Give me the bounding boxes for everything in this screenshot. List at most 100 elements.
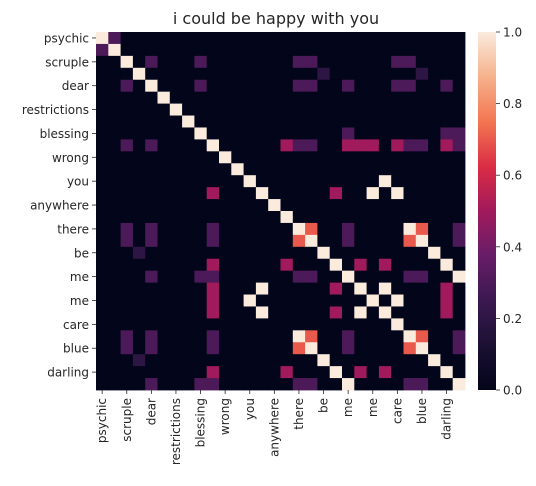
heatmap-cell	[415, 67, 429, 81]
heatmap-cell	[354, 354, 367, 367]
heatmap-cell	[342, 187, 355, 200]
heatmap-cell	[219, 115, 232, 128]
heatmap-cell	[120, 306, 134, 319]
heatmap-cell	[145, 67, 158, 81]
heatmap-cell	[329, 163, 343, 176]
heatmap-cell	[366, 55, 380, 69]
heatmap-cell	[342, 294, 355, 307]
heatmap-cell	[194, 306, 208, 319]
heatmap-cell	[415, 199, 429, 212]
heatmap-cell	[428, 366, 441, 379]
heatmap-cell	[108, 151, 121, 164]
heatmap-cell	[292, 378, 306, 391]
heatmap-cell	[292, 199, 306, 212]
heatmap-cell	[255, 366, 269, 379]
heatmap-cell	[206, 258, 220, 272]
heatmap-cell	[366, 318, 380, 331]
heatmap-cell	[415, 151, 429, 164]
heatmap-cell	[132, 127, 146, 140]
heatmap-cell	[268, 258, 281, 272]
heatmap-cell	[280, 91, 294, 104]
heatmap-cell	[440, 342, 454, 355]
heatmap-cell	[182, 246, 195, 260]
heatmap-cell	[415, 282, 429, 295]
heatmap-cell	[317, 258, 331, 272]
heatmap-cell	[403, 43, 417, 57]
heatmap-cell	[96, 175, 109, 188]
heatmap-cell	[317, 199, 331, 212]
heatmap-cell	[255, 342, 269, 355]
heatmap-cell	[366, 234, 380, 248]
heatmap-cell	[317, 330, 331, 343]
heatmap-cell	[182, 366, 195, 379]
heatmap-cell	[243, 175, 257, 188]
heatmap-cell	[391, 103, 404, 116]
heatmap-cell	[243, 282, 257, 295]
heatmap-cell	[440, 282, 454, 295]
heatmap-cell	[366, 127, 380, 140]
heatmap-cell	[157, 67, 171, 81]
heatmap-cell	[182, 294, 195, 307]
heatmap-cell	[120, 139, 134, 152]
heatmap-cell	[428, 163, 441, 176]
heatmap-cell	[329, 342, 343, 355]
x-tick-label: psychic	[95, 398, 109, 443]
heatmap-cell	[132, 163, 146, 176]
heatmap-cell	[391, 378, 404, 391]
heatmap-cell	[452, 103, 466, 116]
heatmap-cell	[108, 366, 121, 379]
heatmap-cell	[292, 91, 306, 104]
heatmap-cell	[329, 294, 343, 307]
heatmap-cell	[169, 211, 183, 224]
heatmap-cell	[108, 258, 121, 272]
heatmap-cell	[194, 282, 208, 295]
heatmap-cell	[255, 270, 269, 283]
heatmap-cell	[305, 55, 318, 69]
heatmap-cell	[378, 234, 392, 248]
heatmap-cell	[206, 234, 220, 248]
y-tick-label: care	[63, 318, 89, 332]
heatmap-cell	[231, 32, 244, 45]
heatmap-cell	[132, 43, 146, 57]
heatmap-cell	[182, 32, 195, 45]
heatmap-cell	[391, 115, 404, 128]
heatmap-cell	[255, 378, 269, 391]
heatmap-cell	[182, 139, 195, 152]
heatmap-cell	[219, 79, 232, 93]
heatmap-cell	[169, 103, 183, 116]
heatmap-cell	[206, 67, 220, 81]
heatmap-cell	[255, 55, 269, 69]
heatmap-cell	[96, 294, 109, 307]
heatmap-cell	[354, 270, 367, 283]
colorbar-tick-label: 0.0	[503, 384, 522, 398]
heatmap-cell	[440, 79, 454, 93]
heatmap-cell	[255, 187, 269, 200]
heatmap-cell	[452, 258, 466, 272]
heatmap-cell	[108, 246, 121, 260]
heatmap-cell	[452, 199, 466, 212]
heatmap-cell	[231, 175, 244, 188]
heatmap-cell	[391, 342, 404, 355]
heatmap-cell	[255, 306, 269, 319]
heatmap-cell	[169, 187, 183, 200]
heatmap-cell	[342, 354, 355, 367]
heatmap-cell	[145, 282, 158, 295]
heatmap-cell	[378, 294, 392, 307]
heatmap-cell	[391, 43, 404, 57]
heatmap-cell	[415, 79, 429, 93]
heatmap-cell	[342, 378, 355, 391]
heatmap-cell	[194, 115, 208, 128]
heatmap-cell	[219, 342, 232, 355]
heatmap-cell	[194, 175, 208, 188]
y-tick-label: anywhere	[30, 199, 89, 213]
heatmap-cell	[255, 211, 269, 224]
heatmap-cell	[157, 187, 171, 200]
heatmap-cell	[231, 378, 244, 391]
heatmap-cell	[206, 139, 220, 152]
heatmap-cell	[243, 246, 257, 260]
y-tick-label: blue	[63, 342, 89, 356]
heatmap-cell	[157, 222, 171, 236]
heatmap-cell	[354, 127, 367, 140]
heatmap-cell	[157, 330, 171, 343]
heatmap-cell	[366, 354, 380, 367]
